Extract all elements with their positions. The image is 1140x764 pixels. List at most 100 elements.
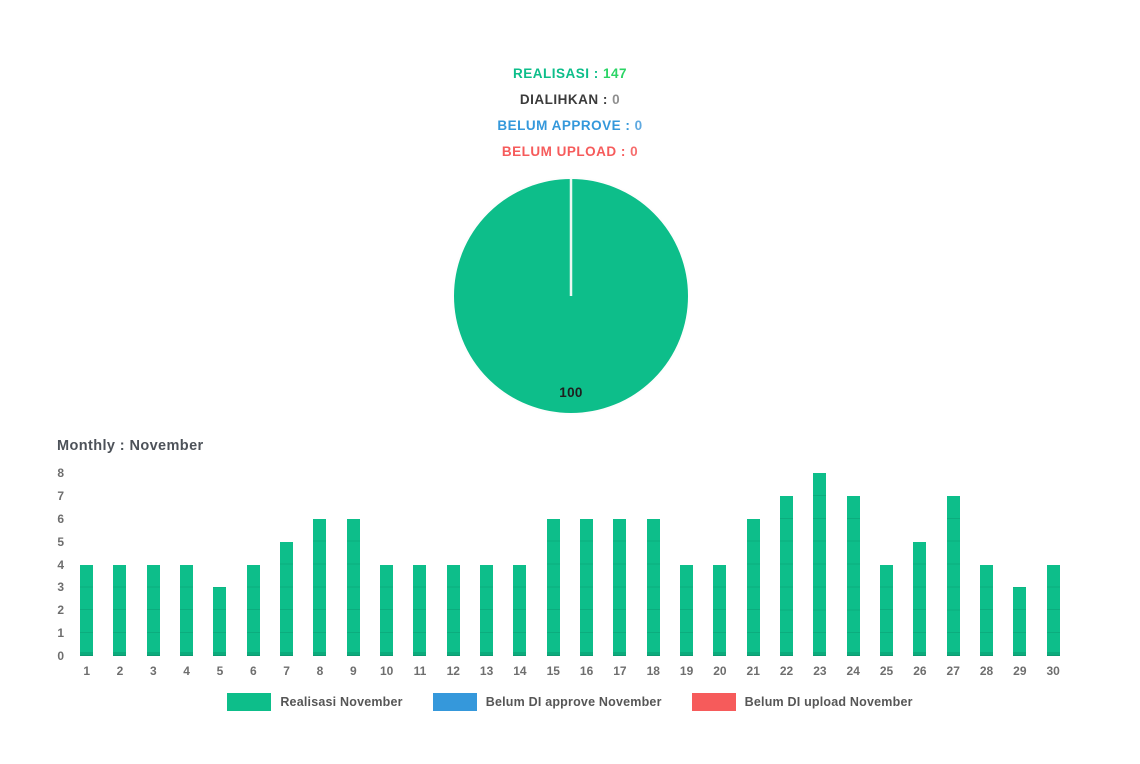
legend-swatch [432, 693, 477, 711]
y-axis-tick-label: 1 [57, 626, 64, 641]
legend-label: Realisasi November [280, 695, 403, 709]
bar-column-18 [637, 473, 670, 656]
bar[interactable] [213, 587, 227, 656]
bar[interactable] [380, 564, 394, 656]
pie-chart [452, 177, 690, 415]
bar[interactable] [746, 518, 760, 656]
bar[interactable] [446, 564, 460, 656]
legend-item-belum-di-approve-november[interactable]: Belum DI approve November [432, 693, 662, 711]
x-axis-label: 6 [249, 664, 257, 678]
x-axis-label: 15 [546, 664, 560, 678]
x-axis-label: 8 [316, 664, 324, 678]
x-axis-label: 11 [413, 664, 427, 678]
x-axis-label: 1 [83, 664, 90, 678]
x-axis-label: 29 [1013, 664, 1027, 678]
bar-column-23 [803, 473, 836, 656]
bar[interactable] [113, 564, 127, 656]
x-axis: 1 2 3 4 5 6 7 8 9 10 11 12 13 14 15 16 17 18 19 20 21 22 23 24 2… [70, 664, 1070, 678]
bar[interactable] [413, 564, 427, 656]
x-axis-label: 25 [879, 664, 894, 678]
stat-belum-approve: BELUM APPROVE : 0 [0, 113, 1140, 139]
bar[interactable] [1046, 564, 1060, 656]
stat-label: BELUM UPLOAD : [501, 144, 631, 159]
x-axis-label: 2 [116, 664, 124, 678]
bar-column-1 [70, 473, 103, 656]
y-axis-tick-label: 0 [57, 649, 64, 663]
x-axis-label: 23 [813, 664, 827, 678]
bar[interactable] [80, 564, 94, 656]
bar-column-11 [403, 473, 436, 656]
x-axis-label: 4 [183, 664, 190, 678]
bar-column-24 [837, 473, 870, 656]
bar[interactable] [1013, 587, 1027, 656]
legend-label: Belum DI upload November [744, 695, 913, 709]
stat-dialihkan: DIALIHKAN : 0 [0, 87, 1140, 113]
x-axis-label: 7 [283, 664, 290, 678]
bar-column-21 [737, 473, 770, 656]
bar-column-8 [303, 473, 336, 656]
bar-column-22 [770, 473, 803, 656]
stat-belum-upload: BELUM UPLOAD : 0 [0, 139, 1140, 165]
x-axis-label: 13 [479, 664, 494, 678]
x-axis-label: 28 [979, 664, 994, 678]
bar[interactable] [880, 564, 894, 656]
bar[interactable] [246, 564, 260, 656]
bar-column-4 [170, 473, 203, 656]
bar[interactable] [280, 541, 294, 656]
bar[interactable] [346, 518, 360, 656]
bar[interactable] [480, 564, 494, 656]
y-axis-tick-label: 8 [57, 466, 64, 480]
x-axis-label: 19 [679, 664, 694, 678]
x-axis-label: 3 [149, 664, 157, 678]
bar[interactable] [313, 518, 327, 656]
bar[interactable] [913, 541, 927, 656]
bar[interactable] [713, 564, 727, 656]
x-axis-label: 20 [713, 664, 727, 678]
x-axis-label: 16 [579, 664, 594, 678]
bar-column-27 [937, 473, 970, 656]
legend-item-realisasi-november[interactable]: Realisasi November [227, 693, 403, 711]
bar-column-5 [203, 473, 236, 656]
bar-column-14 [503, 473, 536, 656]
bar[interactable] [946, 495, 960, 656]
legend-swatch [691, 693, 736, 711]
legend-swatch [227, 693, 272, 711]
bar[interactable] [513, 564, 527, 656]
stat-label: REALISASI : [512, 66, 603, 81]
bar-column-20 [703, 473, 736, 656]
bar[interactable] [180, 564, 194, 656]
bar-column-3 [137, 473, 170, 656]
bar-column-15 [537, 473, 570, 656]
x-axis-label: 30 [1046, 664, 1060, 678]
bar-column-16 [570, 473, 603, 656]
x-axis-label: 9 [349, 664, 357, 678]
bar[interactable] [780, 495, 794, 656]
stat-value: 0 [612, 92, 621, 107]
pie-data-label: 100 [559, 385, 583, 400]
bar[interactable] [646, 518, 660, 656]
bar-column-30 [1037, 473, 1070, 656]
bar[interactable] [813, 473, 827, 656]
x-axis-label: 26 [913, 664, 927, 678]
bar[interactable] [146, 564, 160, 656]
bar-column-19 [670, 473, 703, 656]
stat-label: BELUM APPROVE : [497, 118, 635, 133]
x-axis-label: 5 [216, 664, 224, 678]
bar[interactable] [846, 495, 860, 656]
bar-column-28 [970, 473, 1003, 656]
bar[interactable] [613, 518, 627, 656]
bar[interactable] [580, 518, 594, 656]
x-axis-label: 22 [779, 664, 794, 678]
bar[interactable] [980, 564, 994, 656]
bar-column-9 [337, 473, 370, 656]
bar-column-12 [437, 473, 470, 656]
y-axis-tick-label: 5 [57, 534, 64, 549]
legend-item-belum-di-upload-november[interactable]: Belum DI upload November [691, 693, 913, 711]
stat-realisasi: REALISASI : 147 [0, 61, 1140, 87]
bar-column-17 [603, 473, 636, 656]
x-axis-label: 10 [379, 664, 394, 678]
bar-chart-plot [70, 473, 1070, 656]
x-axis-label: 24 [846, 664, 860, 678]
bar[interactable] [680, 564, 694, 656]
bar[interactable] [546, 518, 560, 656]
